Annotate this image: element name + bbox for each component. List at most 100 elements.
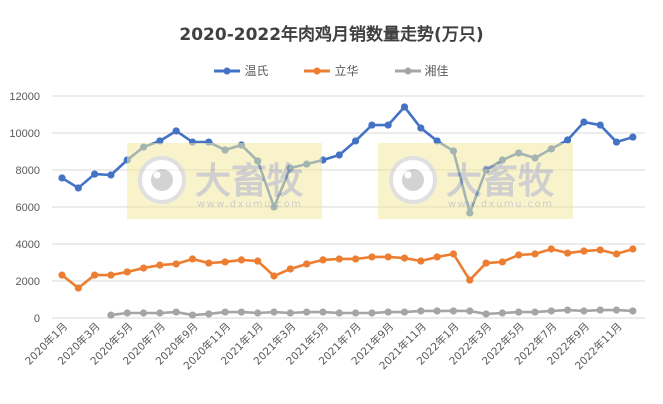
legend: 温氏 立华 湘佳	[0, 62, 663, 79]
watermark-brand: 大畜牧	[195, 161, 304, 202]
data-point	[564, 306, 572, 314]
data-point	[531, 250, 539, 258]
data-point	[335, 309, 343, 317]
y-tick-label: 12000	[9, 91, 40, 103]
data-point	[335, 255, 343, 263]
data-point	[139, 264, 148, 272]
data-point	[580, 307, 588, 315]
data-point	[433, 307, 441, 315]
data-point	[237, 256, 246, 264]
data-point	[629, 133, 637, 141]
data-point	[286, 309, 294, 317]
data-point	[172, 127, 180, 135]
data-point	[498, 309, 506, 317]
data-point	[188, 311, 197, 319]
data-point	[596, 121, 604, 129]
data-point	[74, 184, 82, 192]
watermark-url: www.dxumu.com	[197, 199, 303, 210]
data-point	[74, 284, 82, 292]
data-point	[254, 309, 262, 317]
data-point	[303, 308, 311, 316]
data-point	[205, 259, 213, 267]
data-point	[368, 309, 376, 317]
data-point	[254, 257, 262, 265]
data-point	[107, 171, 115, 179]
data-point	[270, 272, 278, 280]
data-point	[58, 271, 66, 279]
data-point	[466, 276, 474, 284]
data-point	[417, 307, 425, 315]
data-point	[498, 258, 506, 266]
data-point	[156, 309, 164, 317]
data-point	[351, 255, 360, 263]
data-point	[156, 261, 164, 269]
data-point	[515, 308, 523, 316]
legend-marker-icon	[394, 67, 421, 74]
data-point	[564, 136, 572, 144]
data-point	[612, 306, 621, 314]
y-tick-label: 8000	[16, 165, 40, 177]
y-tick-label: 2000	[16, 276, 40, 288]
data-point	[400, 254, 409, 262]
data-point	[91, 271, 99, 279]
y-tick-label: 4000	[16, 239, 40, 251]
legend-item: 温氏	[214, 62, 268, 79]
data-point	[351, 137, 360, 145]
data-point	[482, 310, 490, 318]
data-point	[368, 121, 376, 129]
data-point	[335, 151, 343, 159]
data-point	[433, 137, 441, 145]
data-point	[433, 253, 441, 261]
watermark-url: www.dxumu.com	[448, 199, 554, 210]
legend-item: 湘佳	[394, 62, 449, 79]
data-point	[384, 308, 392, 316]
data-point	[107, 311, 115, 319]
legend-marker-icon	[214, 67, 241, 74]
data-point	[351, 309, 360, 317]
data-point	[400, 103, 409, 111]
data-point	[123, 268, 131, 276]
data-point	[515, 251, 523, 259]
watermark-brand: 大畜牧	[446, 161, 555, 202]
data-point	[417, 124, 425, 132]
data-point	[466, 307, 474, 315]
data-point	[286, 265, 294, 273]
data-point	[580, 247, 588, 255]
data-point	[319, 256, 327, 264]
data-point	[400, 308, 409, 316]
data-point	[221, 308, 229, 316]
legend-label: 立华	[334, 64, 359, 78]
data-point	[449, 307, 458, 315]
data-point	[531, 308, 539, 316]
data-point	[612, 138, 621, 146]
data-point	[482, 259, 490, 267]
data-point	[221, 258, 229, 266]
data-point	[58, 174, 66, 182]
y-tick-label: 6000	[16, 202, 40, 214]
data-point	[237, 308, 246, 316]
data-point	[384, 121, 392, 129]
data-point	[417, 257, 425, 265]
data-point	[188, 255, 197, 263]
legend-label: 温氏	[244, 64, 269, 78]
data-point	[547, 245, 555, 253]
data-point	[449, 250, 458, 258]
data-point	[596, 306, 604, 314]
data-point	[139, 309, 148, 317]
data-point	[91, 170, 99, 178]
chart-title: 2020-2022年肉鸡月销数量走势(万只)	[179, 25, 484, 45]
data-point	[303, 260, 311, 268]
y-tick-label: 10000	[9, 128, 40, 140]
data-point	[172, 308, 180, 316]
data-point	[547, 307, 555, 315]
data-point	[172, 260, 180, 268]
data-point	[596, 246, 604, 254]
data-point	[205, 310, 213, 318]
data-point	[270, 308, 278, 316]
data-point	[319, 308, 327, 316]
y-tick-label: 0	[34, 313, 40, 325]
data-point	[384, 253, 392, 261]
data-point	[564, 249, 572, 257]
